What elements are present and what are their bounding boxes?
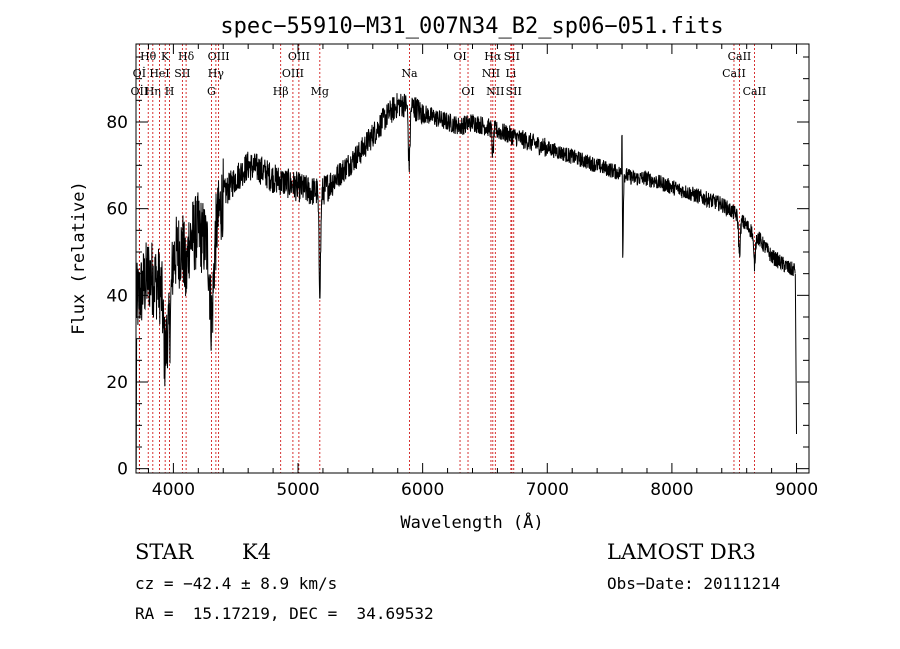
line-marker-label: Hδ [178,50,195,63]
line-marker-label: OİI [131,84,149,98]
y-axis: 0 20 40 60 80 [106,56,809,480]
line-marker-label: CaII [743,85,767,98]
line-marker-label: OI [461,85,474,98]
line-marker-label: NII [482,67,500,80]
line-marker-label: Li [505,67,516,80]
line-marker-label: OIII [288,50,310,63]
line-marker-label: Hβ [273,85,289,98]
y-tick-label: 40 [106,286,128,306]
spectrum-line [135,93,797,469]
y-tick-label: 20 [106,373,128,393]
x-tick-label: 9000 [775,480,818,500]
plot-frame [135,43,810,474]
line-marker-label: CaII [728,50,752,63]
x-axis: 4000 5000 6000 7000 8000 9000 [147,44,818,500]
x-tick-label: 7000 [526,480,569,500]
line-marker-label: CaII [722,67,746,80]
line-marker-label: SII [174,67,190,80]
line-marker-label: OI [453,50,466,63]
line-marker-label: Hη [145,85,161,98]
x-tick-label: 6000 [401,480,444,500]
y-tick-label: 60 [106,200,128,220]
x-axis-label: Wavelength (Å) [400,511,543,533]
line-marker-label: Hθ [140,50,157,63]
y-tick-label: 80 [106,113,128,133]
line-marker-label: Hα [484,50,502,63]
line-marker-label: SII [504,50,520,63]
line-marker-label: NII [486,85,504,98]
obs-date: Obs−Date: 20111214 [607,574,781,593]
line-marker-label: Oİ [133,66,146,80]
x-tick-label: 4000 [152,480,195,500]
object-class: STAR [135,540,194,564]
line-marker-label: HeI [149,67,169,80]
velocity-readout: cz = −42.4 ± 8.9 km/s [135,574,338,593]
line-marker-label: OIII [208,50,230,63]
y-axis-label: Flux (relative) [69,181,89,335]
object-subclass: K4 [242,540,272,564]
coordinates: RA = 15.17219, DEC = 34.69532 [135,604,434,623]
line-marker-label: OIII [282,67,304,80]
line-marker-label: Na [401,67,418,80]
line-marker-label: SII [506,85,522,98]
y-tick-label: 0 [117,460,128,480]
line-markers: OİI Oİ Hθ Hη HeI K H SII Hδ G OIII Hγ Hβ OIII OIII Mg Na… [131,44,767,473]
line-marker-label: G [207,85,216,98]
chart-title: spec−55910−M31_007N34_B2_sp06−051.fits [220,14,723,39]
line-marker-label: Hγ [208,67,225,80]
survey-name: LAMOST DR3 [607,540,756,564]
x-tick-label: 5000 [276,480,319,500]
line-marker-label: K [161,50,170,63]
line-marker-label: Mg [311,85,329,98]
line-marker-label: H [165,85,175,98]
x-tick-label: 8000 [650,480,693,500]
